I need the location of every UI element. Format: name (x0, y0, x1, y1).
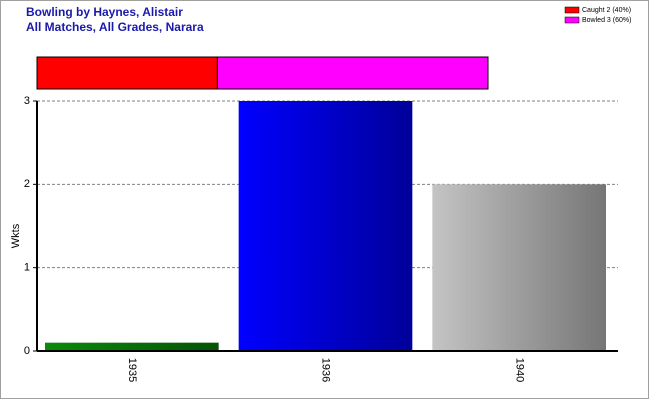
legend-label: Bowled 3 (60%) (582, 17, 631, 24)
x-tick-label: 1940 (513, 358, 525, 382)
legend-label: Caught 2 (40%) (582, 7, 631, 14)
y-axis-label: Wkts (10, 223, 22, 248)
y-tick-label: 0 (24, 345, 30, 357)
legend-swatch (564, 16, 580, 24)
breakdown-segment (36, 56, 218, 90)
y-tick-label: 1 (24, 262, 30, 274)
chart-subtitle: All Matches, All Grades, Narara (26, 20, 204, 34)
bar (45, 342, 219, 351)
x-tick-label: 1936 (320, 358, 332, 382)
chart-title: Bowling by Haynes, Alistair (26, 5, 183, 19)
y-tick-label: 3 (24, 95, 30, 107)
bar (432, 184, 606, 351)
bar (238, 101, 413, 351)
breakdown-segment (216, 56, 489, 90)
x-tick-label: 1935 (126, 358, 138, 382)
y-tick-label: 2 (24, 178, 30, 190)
legend-swatch (564, 6, 580, 14)
